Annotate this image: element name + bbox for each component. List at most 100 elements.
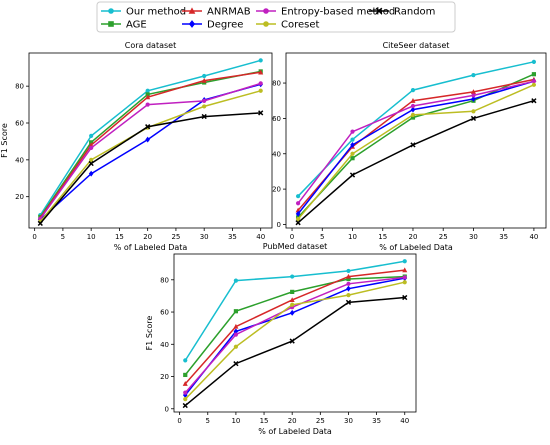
panel-title: PubMed dataset xyxy=(263,242,328,251)
data-point xyxy=(290,274,295,279)
series-line xyxy=(39,90,261,223)
data-point xyxy=(350,141,355,148)
legend-marker xyxy=(263,21,269,27)
x-tick-label: 15 xyxy=(260,417,269,425)
data-point xyxy=(233,309,239,314)
data-point xyxy=(202,104,207,109)
data-point xyxy=(289,297,295,303)
data-point xyxy=(295,194,301,199)
data-point xyxy=(346,281,351,286)
data-point xyxy=(402,294,408,301)
series-coreset xyxy=(183,280,407,402)
data-point xyxy=(258,69,264,75)
data-point xyxy=(470,115,477,122)
legend-label: AGE xyxy=(126,20,147,31)
x-tick-label: 30 xyxy=(469,233,478,241)
series-line xyxy=(297,99,535,224)
series-degree xyxy=(295,78,537,217)
x-tick-label: 20 xyxy=(143,233,152,241)
data-point xyxy=(233,278,239,283)
data-point xyxy=(346,276,351,282)
x-tick-label: 0 xyxy=(32,233,36,241)
x-tick-label: 10 xyxy=(348,233,357,241)
data-point xyxy=(145,92,150,97)
x-tick-label: 5 xyxy=(61,233,65,241)
legend-marker xyxy=(188,7,196,14)
x-tick-label: 35 xyxy=(499,233,508,241)
data-point xyxy=(350,151,355,156)
x-tick-label: 30 xyxy=(344,417,353,425)
data-point xyxy=(88,160,94,167)
x-tick-label: 0 xyxy=(290,233,294,241)
data-point xyxy=(346,293,351,298)
data-point xyxy=(89,157,94,162)
y-tick-label: 40 xyxy=(15,156,24,164)
data-point xyxy=(258,110,264,116)
legend-item-our-method: Our method xyxy=(101,7,186,18)
data-point xyxy=(88,142,94,148)
x-tick-label: 30 xyxy=(200,233,209,241)
series-random xyxy=(295,98,537,226)
data-point xyxy=(295,220,301,226)
data-point xyxy=(258,81,263,86)
legend-item-random: Random xyxy=(369,7,435,18)
data-point xyxy=(202,98,207,103)
y-axis-label: F1 Score xyxy=(145,316,154,351)
legend-label: ANRMAB xyxy=(207,7,251,18)
data-point xyxy=(145,94,151,100)
series-anrmab xyxy=(295,76,537,213)
x-axis-label: % of Labeled Data xyxy=(258,427,332,436)
series-anrmab xyxy=(182,267,408,386)
data-point xyxy=(233,328,239,335)
plot-frame xyxy=(28,52,273,229)
y-tick-label: 20 xyxy=(15,193,24,201)
data-point xyxy=(233,361,239,367)
legend-label: Our method xyxy=(126,7,186,18)
legend-item-degree: Degree xyxy=(182,20,243,31)
legend-item-coreset: Coreset xyxy=(256,20,320,31)
data-point xyxy=(410,106,416,113)
x-tick-label: 10 xyxy=(87,233,96,241)
data-point xyxy=(402,267,408,273)
series-random xyxy=(182,294,408,409)
data-point xyxy=(295,217,301,222)
legend-item-entropy-based-method: Entropy-based method xyxy=(256,7,395,18)
series-entropy-based-method xyxy=(38,81,263,221)
legend-item-anrmab: ANRMAB xyxy=(182,7,251,18)
data-point xyxy=(410,112,416,117)
series-line xyxy=(184,296,405,407)
series-line xyxy=(297,78,535,211)
series-line xyxy=(184,275,405,376)
data-point xyxy=(410,97,416,103)
data-point xyxy=(182,381,188,386)
y-tick-label: 60 xyxy=(272,115,281,123)
legend-label: Random xyxy=(394,7,435,18)
data-point xyxy=(410,103,416,109)
x-tick-label: 25 xyxy=(171,233,180,241)
x-tick-label: 10 xyxy=(231,417,240,425)
data-point xyxy=(233,323,239,329)
data-point xyxy=(470,89,476,94)
data-point xyxy=(471,93,476,98)
series-coreset xyxy=(38,88,263,224)
data-point xyxy=(295,210,301,217)
x-tick-label: 25 xyxy=(439,233,448,241)
x-tick-label: 40 xyxy=(256,233,265,241)
legend-item-age: AGE xyxy=(101,20,147,31)
data-point xyxy=(402,259,407,264)
data-point xyxy=(145,102,150,107)
data-point xyxy=(345,273,351,279)
data-point xyxy=(402,280,407,285)
x-tick-label: 5 xyxy=(320,233,324,241)
data-point xyxy=(410,142,416,148)
x-tick-label: 20 xyxy=(288,417,297,425)
data-point xyxy=(88,170,94,177)
data-point xyxy=(89,140,94,145)
data-point xyxy=(471,72,476,78)
series-line xyxy=(184,269,405,385)
x-tick-label: 40 xyxy=(529,233,538,241)
data-point xyxy=(89,145,94,150)
data-point xyxy=(410,115,416,120)
legend-marker xyxy=(188,20,196,28)
